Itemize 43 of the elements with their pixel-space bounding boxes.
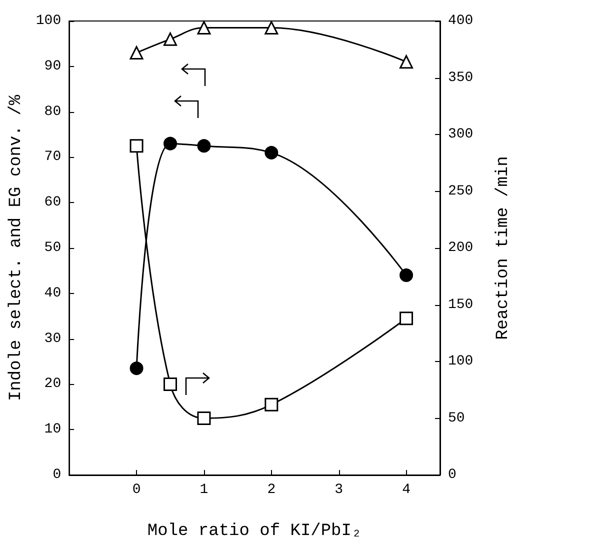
point: [264, 398, 278, 412]
y-tick-label: 90: [44, 58, 62, 74]
point: [130, 46, 144, 60]
y-tick-label: 60: [44, 194, 62, 211]
y-tick-label: 100: [36, 13, 62, 29]
point: [400, 55, 414, 69]
point: [130, 139, 144, 153]
y-tick-label: 0: [52, 467, 62, 483]
y-tick-label: 30: [44, 330, 62, 347]
point: [130, 362, 144, 376]
y2-tick-label: 50: [448, 410, 465, 426]
y-tick-label: 20: [44, 376, 62, 392]
y-tick-label: 50: [44, 240, 62, 256]
point: [400, 268, 414, 282]
y2-tick-label: 350: [448, 70, 474, 86]
x-tick-label: 4: [402, 482, 410, 498]
y2-tick-label: 200: [448, 240, 474, 256]
point: [264, 21, 278, 35]
point: [164, 377, 178, 391]
y-axis-title: Indole select. and EG conv. /%: [7, 94, 26, 402]
x-tick-label: 2: [267, 482, 276, 498]
y2-tick-label: 250: [448, 183, 474, 200]
y-tick-label: 40: [44, 285, 62, 302]
x-tick-label: 0: [132, 482, 141, 498]
y2-tick-label: 300: [448, 126, 474, 142]
point: [197, 412, 211, 425]
point: [400, 312, 414, 326]
y2-axis-title: Reaction time /min: [494, 156, 513, 340]
point: [197, 21, 211, 35]
y-tick-label: 10: [44, 422, 62, 438]
point: [197, 139, 211, 153]
x-tick-label: 3: [334, 482, 344, 498]
y2-tick-label: 100: [448, 354, 474, 370]
y-tick-label: 80: [44, 104, 62, 120]
x-axis-title: Mole ratio of KI/PbI₂: [147, 522, 362, 541]
point: [164, 32, 178, 46]
point: [164, 136, 178, 150]
y-tick-label: 70: [44, 149, 62, 166]
y2-tick-label: 150: [448, 296, 474, 313]
x-tick-label: 1: [200, 482, 208, 498]
y2-tick-label: 0: [448, 467, 456, 483]
point: [264, 146, 278, 160]
y2-tick-label: 400: [448, 13, 474, 29]
